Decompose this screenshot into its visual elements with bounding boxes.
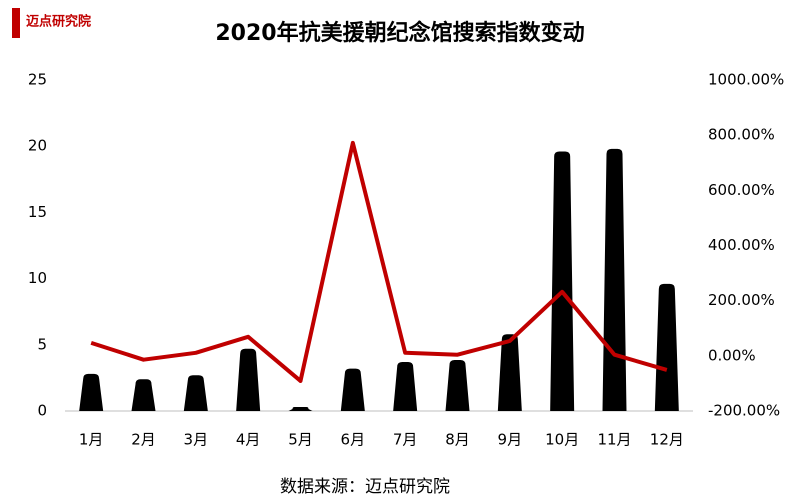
y-tick-label: 15 [28,203,47,221]
chart-title: 2020年抗美援朝纪念馆搜索指数变动 [215,20,584,46]
bar [445,360,470,411]
y2-tick-label: 800.00% [708,126,775,144]
y2-tick-label: 0.00% [708,346,756,364]
bar [131,379,156,411]
x-tick-label: 12月 [650,431,684,449]
bar [497,334,522,411]
y2-tick-label: 600.00% [708,181,775,199]
x-tick-label: 10月 [545,431,579,449]
bar [340,368,365,411]
bar [602,148,627,411]
source-note: 数据来源：迈点研究院 [280,477,450,497]
x-tick-label: 4月 [236,431,261,449]
x-tick-label: 2月 [131,431,156,449]
y2-tick-label: 1000.00% [708,71,784,89]
y-tick-label: 0 [37,402,47,420]
x-tick-label: 6月 [341,431,366,449]
x-tick-label: 11月 [597,431,631,449]
logo-text: 迈点研究院 [26,14,91,30]
x-tick-label: 5月 [288,431,313,449]
bar [183,375,208,411]
line [90,140,668,383]
x-tick-label: 8月 [445,431,470,449]
y2-tick-label: 400.00% [708,236,775,254]
bar [288,407,313,411]
y-tick-label: 10 [28,269,47,287]
bar [79,373,104,411]
logo-icon [12,8,20,38]
x-tick-label: 7月 [393,431,418,449]
x-tick-label: 1月 [79,431,104,449]
y-tick-label: 25 [28,71,47,89]
bar [550,151,575,411]
logo: 迈点研究院 [12,8,91,38]
y-tick-label: 20 [28,137,47,155]
x-tick-label: 9月 [498,431,523,449]
y2-tick-label: -200.00% [708,402,780,420]
x-tick-label: 3月 [184,431,209,449]
bar [393,362,418,411]
y-tick-label: 5 [37,335,47,353]
bar [654,283,679,411]
y2-tick-label: 200.00% [708,291,775,309]
bar [236,348,261,411]
